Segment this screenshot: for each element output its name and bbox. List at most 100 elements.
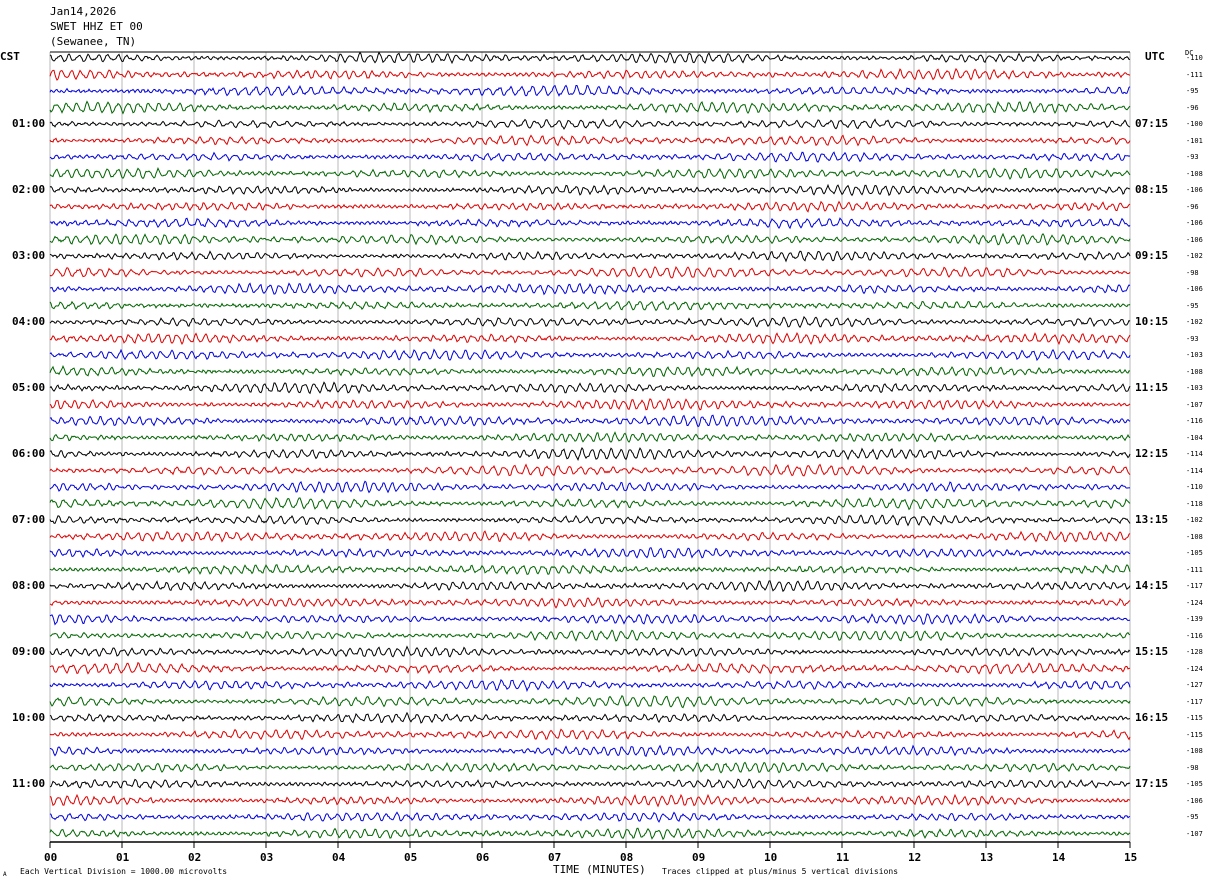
trace-row-3 <box>49 84 1131 97</box>
cst-hour-label: 04:00 <box>12 315 46 328</box>
cst-hour-label: 01:00 <box>12 117 46 130</box>
dc-offset-label: -107 <box>1186 829 1203 838</box>
trace-row-21 <box>49 381 1131 395</box>
x-tick-label: 01 <box>116 851 130 864</box>
trace-row-12 <box>49 232 1131 246</box>
trace-row-46 <box>49 793 1131 808</box>
dc-offset-label: -127 <box>1186 681 1203 689</box>
x-tick-label: 06 <box>476 851 490 864</box>
trace-row-43 <box>49 744 1131 758</box>
dc-offset-label: -116 <box>1186 631 1203 640</box>
dc-offset-label: -114 <box>1186 466 1203 475</box>
x-tick-label: 11 <box>836 851 850 864</box>
cst-hour-label: 11:00 <box>12 777 46 790</box>
cst-hour-label: 07:00 <box>12 513 46 526</box>
utc-axis-title: UTC <box>1145 50 1165 63</box>
x-tick-label: 10 <box>764 851 778 864</box>
utc-hour-label: 11:15 <box>1135 381 1169 394</box>
x-tick-label: 03 <box>260 851 274 864</box>
trace-row-47 <box>49 811 1131 823</box>
trace-row-31 <box>49 547 1131 559</box>
date-label: Jan14,2026 <box>50 5 117 18</box>
trace-row-19 <box>49 348 1131 362</box>
trace-row-17 <box>49 315 1131 329</box>
cst-hour-label: 06:00 <box>12 447 46 460</box>
trace-row-25 <box>49 447 1131 461</box>
dc-offset-label: -108 <box>1186 532 1203 541</box>
utc-hour-label: 07:15 <box>1135 117 1169 130</box>
dc-offset-label: -103 <box>1186 351 1203 359</box>
x-tick-label: 14 <box>1052 851 1066 864</box>
x-tick-label: 02 <box>188 851 202 864</box>
trace-row-1 <box>49 51 1130 65</box>
trace-row-44 <box>49 761 1131 774</box>
trace-row-38 <box>49 661 1131 675</box>
x-tick-label: 00 <box>44 851 58 864</box>
dc-offset-label: -115 <box>1186 714 1203 722</box>
x-tick-label: 09 <box>692 851 706 864</box>
trace-row-33 <box>49 579 1131 593</box>
trace-row-6 <box>49 134 1131 147</box>
cst-hour-label: 03:00 <box>12 249 46 262</box>
trace-row-11 <box>49 217 1131 230</box>
x-axis-label: TIME (MINUTES) <box>553 863 646 876</box>
trace-row-23 <box>49 414 1131 428</box>
trace-row-29 <box>49 514 1131 527</box>
dc-offset-label: -111 <box>1186 565 1203 574</box>
scale-note: Each Vertical Division = 1000.00 microvo… <box>20 867 228 876</box>
trace-row-40 <box>49 694 1131 709</box>
dc-offset-label: -96 <box>1186 202 1199 211</box>
trace-row-4 <box>49 100 1131 115</box>
utc-hour-label: 15:15 <box>1135 645 1169 658</box>
dc-offset-label: -105 <box>1186 549 1203 557</box>
cst-hour-label: 10:00 <box>12 711 46 724</box>
dc-offset-label: -101 <box>1186 136 1203 145</box>
dc-offset-label: -110 <box>1186 483 1203 491</box>
trace-row-20 <box>49 365 1130 378</box>
dc-offset-label: -117 <box>1186 582 1203 590</box>
x-tick-label: 04 <box>332 851 346 864</box>
dc-offset-label: -95 <box>1186 301 1199 310</box>
x-tick-label: 05 <box>404 851 418 864</box>
utc-hour-label: 14:15 <box>1135 579 1169 592</box>
x-tick-label: 07 <box>548 851 562 864</box>
trace-row-37 <box>49 645 1131 658</box>
utc-hour-label: 16:15 <box>1135 711 1169 724</box>
dc-offset-label: -128 <box>1186 648 1203 656</box>
cst-hour-label: 09:00 <box>12 645 46 658</box>
x-tick-label: 12 <box>908 851 922 864</box>
dc-offset-label: -139 <box>1186 615 1203 623</box>
dc-offset-label: -106 <box>1186 235 1203 244</box>
trace-row-9 <box>49 183 1131 197</box>
trace-row-36 <box>49 629 1131 642</box>
cst-hour-label: 02:00 <box>12 183 46 196</box>
trace-row-5 <box>49 118 1131 130</box>
trace-row-28 <box>49 497 1131 511</box>
cst-hour-label: 05:00 <box>12 381 46 394</box>
dc-offset-label: -111 <box>1186 70 1203 79</box>
trace-row-7 <box>49 151 1131 163</box>
trace-row-35 <box>49 613 1131 626</box>
trace-row-41 <box>49 711 1131 724</box>
trace-row-13 <box>49 250 1131 263</box>
dc-offset-label: -93 <box>1186 153 1199 161</box>
trace-row-14 <box>49 266 1131 279</box>
dc-offset-label: -108 <box>1186 367 1203 376</box>
x-tick-label: 08 <box>620 851 634 864</box>
trace-row-39 <box>49 679 1131 693</box>
dc-offset-label: -95 <box>1186 87 1199 95</box>
utc-hour-label: 09:15 <box>1135 249 1169 262</box>
dc-offset-label: -96 <box>1186 103 1199 112</box>
utc-hour-label: 17:15 <box>1135 777 1169 790</box>
dc-offset-label: -106 <box>1186 186 1203 194</box>
trace-row-30 <box>49 530 1131 543</box>
dc-offset-label: -107 <box>1186 400 1203 409</box>
dc-offset-label: -116 <box>1186 417 1203 425</box>
utc-hour-label: 13:15 <box>1135 513 1169 526</box>
trace-row-10 <box>49 200 1131 213</box>
dc-offset-label: -103 <box>1186 384 1203 392</box>
trace-row-15 <box>50 282 1131 296</box>
dc-offset-label: -106 <box>1186 219 1203 227</box>
utc-hour-label: 10:15 <box>1135 315 1169 328</box>
